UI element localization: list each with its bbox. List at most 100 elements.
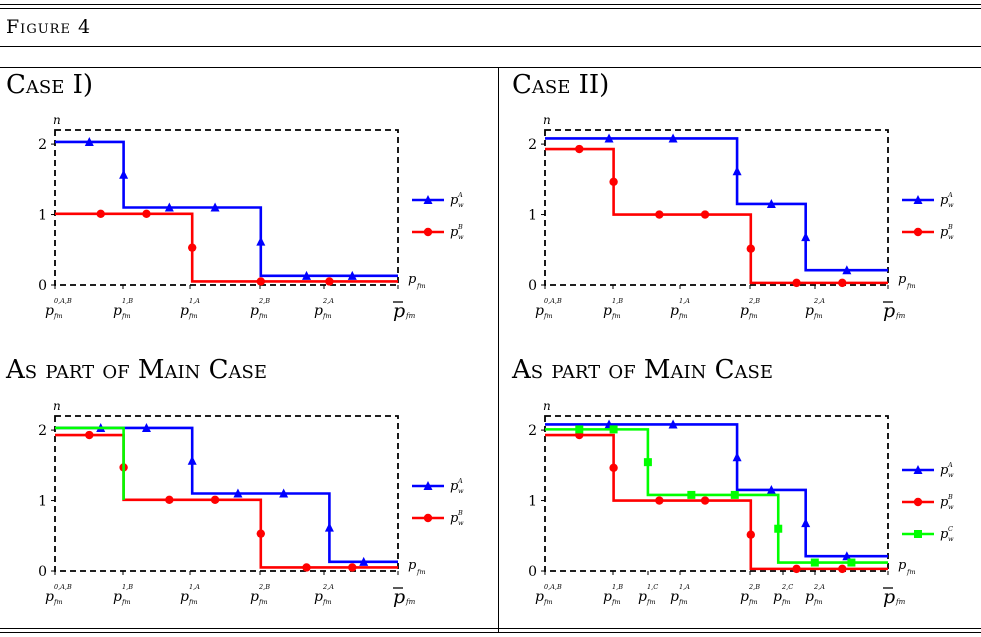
- x-tick-sub-3: fm: [748, 312, 758, 320]
- series-2: [55, 426, 125, 500]
- marker-1-2-2: [325, 277, 334, 286]
- series-1: [545, 430, 888, 574]
- marker-0-0-2: [668, 419, 678, 429]
- marker-1-3-v: [746, 530, 755, 539]
- legend-sup-2: C: [948, 525, 953, 533]
- title-rule: [0, 46, 981, 47]
- x-tick-label-2: p: [180, 589, 189, 605]
- x-tick-sup-2: 1,C: [647, 583, 658, 591]
- marker-0-4-1: [842, 265, 852, 275]
- x-axis-label-sub: fm: [906, 282, 916, 290]
- marker-2-2-1: [687, 490, 696, 499]
- marker-1-2-1: [256, 277, 265, 286]
- x-tick-sub-4: fm: [813, 312, 823, 320]
- x-axis-label: p: [408, 272, 417, 287]
- x-tick-label-3: p: [740, 303, 749, 319]
- plot-frame: [544, 415, 889, 572]
- x-tick-label-1: p: [603, 589, 612, 605]
- x-axis-label: p: [408, 558, 417, 573]
- marker-1-2-1: [655, 210, 664, 219]
- marker-0-4-1: [359, 556, 369, 566]
- marker-1-4-1: [792, 278, 801, 288]
- marker-1-0-1: [96, 209, 105, 219]
- y-tick-label-0: 0: [38, 278, 47, 294]
- marker-1-0-2: [142, 209, 151, 219]
- y-tick-label-1: 1: [528, 208, 537, 224]
- series-line-0: [545, 423, 888, 558]
- series-1: [55, 430, 398, 572]
- x-tick-label-7: p: [883, 586, 895, 608]
- legend-sup-1: B: [947, 493, 953, 501]
- x-tick-sub-5: fm: [405, 312, 416, 320]
- x-tick-sub-5: fm: [895, 312, 906, 320]
- legend-label-0: p: [450, 479, 459, 494]
- series-1: [545, 144, 888, 288]
- marker-0-2-1: [233, 488, 243, 498]
- x-tick-sub-1: fm: [611, 312, 621, 320]
- x-tick-sub-4: fm: [748, 598, 758, 606]
- marker-0-0-1: [604, 133, 614, 143]
- series-1: [55, 209, 398, 286]
- marker-0-4-2: [347, 270, 357, 280]
- marker-0-3-v: [256, 236, 266, 246]
- x-tick-sup-3: 2,B: [748, 297, 760, 305]
- x-tick-sup-0: 0,A,B: [54, 583, 72, 591]
- bottom-rule-1: [0, 628, 981, 629]
- x-tick-label-4: p: [805, 303, 814, 319]
- series-2: [545, 425, 888, 567]
- x-tick-sup-2: 1,A: [189, 583, 200, 591]
- marker-1-3-v: [746, 244, 755, 253]
- plot-frame: [54, 415, 399, 572]
- x-tick-sup-0: 0,A,B: [544, 583, 562, 591]
- x-axis-label: p: [898, 558, 907, 573]
- x-tick-sub-0: fm: [543, 312, 553, 320]
- x-axis-label-sub: fm: [416, 282, 426, 290]
- marker-1-4-2: [838, 278, 847, 288]
- legend-label-1: p: [450, 511, 459, 526]
- marker-2-4-1: [810, 558, 819, 567]
- marker-1-4-1: [302, 563, 311, 572]
- marker-0-2-2: [210, 202, 220, 212]
- legend-marker-1: [913, 227, 923, 237]
- top-rule-1: [0, 4, 981, 5]
- series-line-1: [545, 147, 888, 285]
- legend-label-1: p: [940, 495, 949, 510]
- y-tick-label-1: 1: [38, 208, 47, 224]
- x-tick-sup-4: 2,A: [322, 297, 334, 305]
- figure-title: Figure 4: [6, 16, 92, 38]
- header-rule: [0, 67, 981, 68]
- marker-1-4-2: [348, 563, 357, 572]
- x-tick-sup-4: 2,B: [748, 583, 760, 591]
- legend-sup-0: A: [947, 191, 953, 199]
- x-tick-sup-5: 2,C: [781, 583, 793, 591]
- legend-label-1: p: [940, 225, 949, 240]
- y-tick-label-0: 0: [528, 564, 537, 580]
- marker-2-0-1: [575, 425, 584, 434]
- marker-0-1-v: [119, 169, 129, 179]
- marker-0-2-1: [766, 484, 776, 494]
- y-tick-label-2: 2: [38, 137, 47, 153]
- x-tick-sub-0: fm: [53, 598, 63, 606]
- x-tick-label-2: p: [180, 303, 189, 319]
- plot-frame: [544, 129, 889, 286]
- legend-sup-0: A: [947, 461, 953, 469]
- x-tick-sub-2: fm: [646, 598, 656, 606]
- legend-marker-2: [914, 530, 922, 538]
- marker-0-1-v: [732, 166, 742, 176]
- x-tick-sub-3: fm: [258, 598, 268, 606]
- x-tick-sup-4: 2,A: [322, 583, 334, 591]
- legend-sub-1: w: [948, 503, 954, 511]
- marker-2-0-2: [609, 425, 618, 434]
- x-tick-sup-2: 1,A: [679, 297, 690, 305]
- x-tick-sup-1: 1,B: [612, 583, 623, 591]
- series-0: [55, 422, 398, 566]
- x-tick-sub-3: fm: [258, 312, 268, 320]
- x-tick-label-4: p: [314, 589, 323, 605]
- x-tick-sup-3: 2,B: [258, 583, 270, 591]
- x-tick-label-3: p: [250, 589, 259, 605]
- marker-1-2-2: [700, 210, 710, 219]
- panel-title-main-left: As part of Main Case: [6, 355, 267, 385]
- x-tick-sup-0: 0,A,B: [544, 297, 562, 305]
- marker-1-2-1: [655, 496, 664, 505]
